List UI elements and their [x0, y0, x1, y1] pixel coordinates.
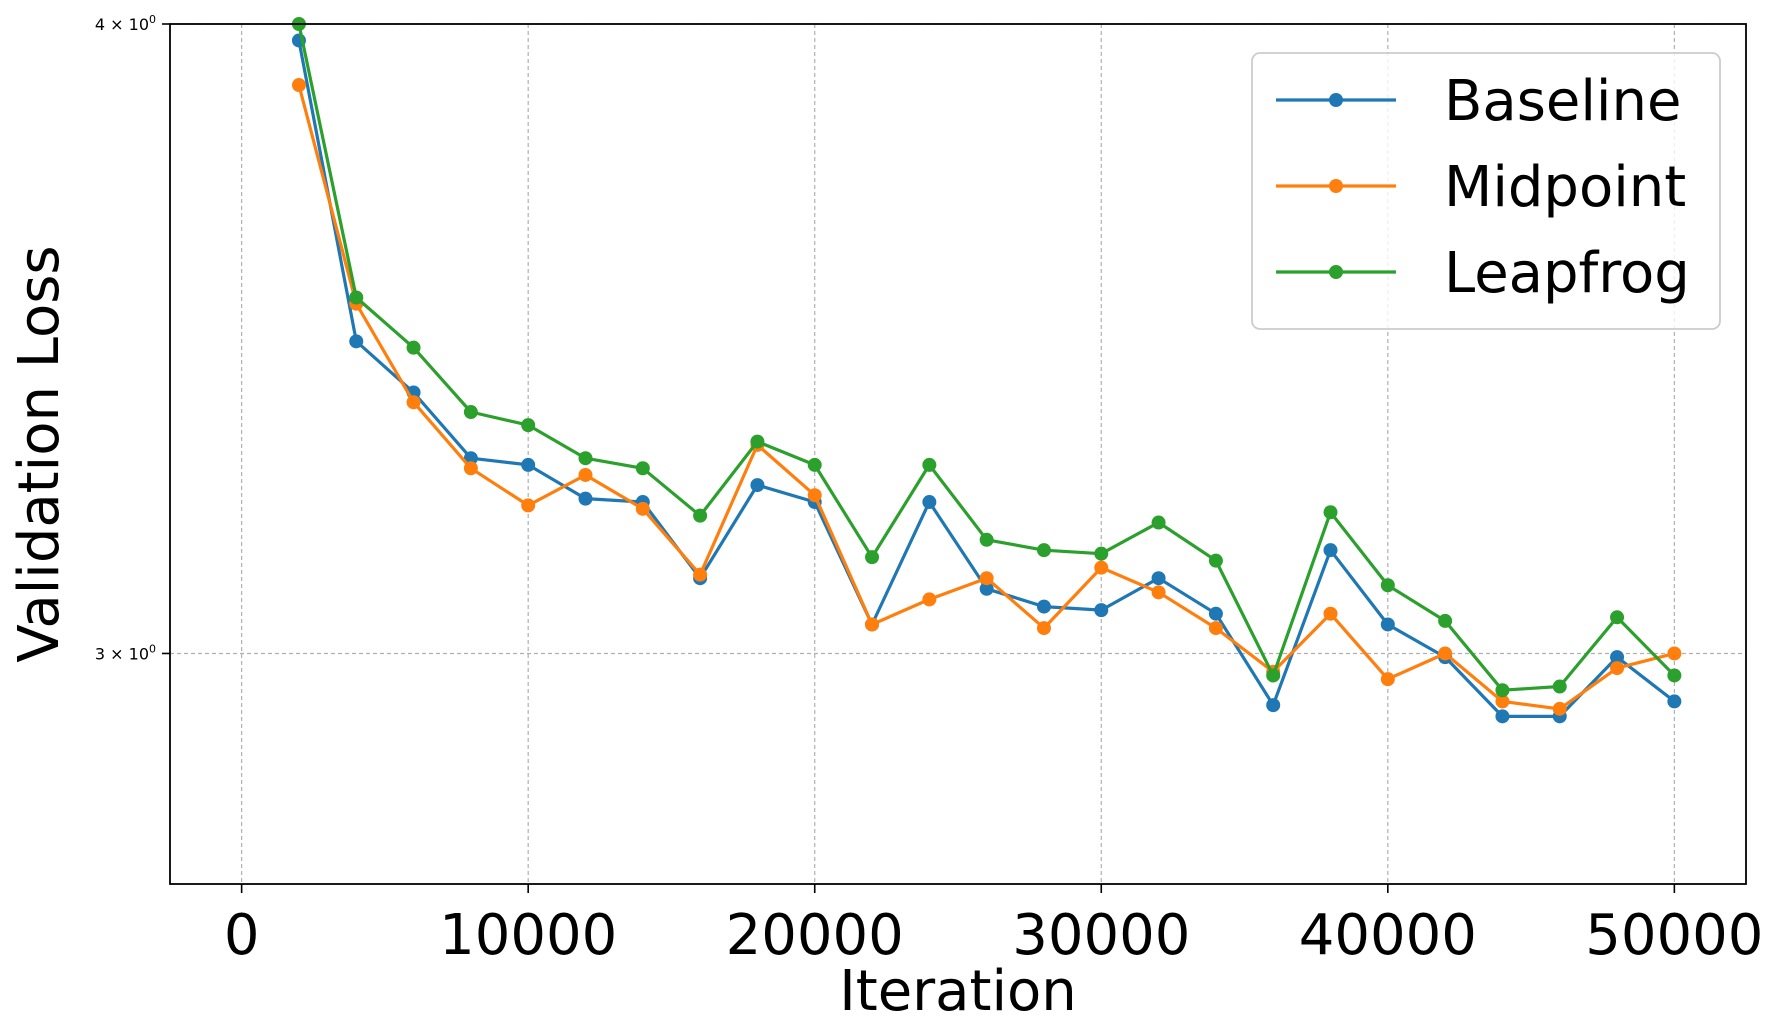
x-tick-label: 0	[224, 903, 260, 968]
plot-frame	[169, 23, 1747, 885]
data-point	[1610, 650, 1625, 665]
data-point	[807, 488, 822, 503]
data-point	[1495, 694, 1510, 709]
data-point	[979, 581, 994, 596]
data-point	[1094, 560, 1109, 575]
data-point	[1323, 606, 1338, 621]
data-point	[1036, 543, 1051, 558]
data-point	[521, 498, 536, 513]
legend-marker	[1329, 93, 1343, 107]
data-point	[463, 451, 478, 466]
data-point	[922, 495, 937, 510]
x-axis-label: Iteration	[839, 959, 1077, 1024]
data-point	[463, 405, 478, 420]
x-tick-label: 10000	[439, 903, 617, 968]
data-point	[1380, 672, 1395, 687]
data-point	[578, 467, 593, 482]
data-point	[979, 571, 994, 586]
data-point	[578, 451, 593, 466]
y-tick-label: 4 × 100	[95, 13, 156, 34]
data-point	[1552, 679, 1567, 694]
data-point	[1094, 603, 1109, 618]
series-layer	[291, 17, 1682, 724]
data-point	[1495, 683, 1510, 698]
data-point	[750, 478, 765, 493]
data-point	[922, 592, 937, 607]
data-point	[693, 508, 708, 523]
data-point	[635, 461, 650, 476]
data-point	[1323, 543, 1338, 558]
legend-item-leapfrog: Leapfrog	[1276, 241, 1690, 306]
data-point	[1151, 515, 1166, 530]
legend-label: Baseline	[1444, 69, 1681, 134]
data-point	[463, 461, 478, 476]
y-axis-label: Validation Loss	[7, 245, 72, 662]
legend-item-baseline: Baseline	[1276, 69, 1681, 134]
y-axis: 3 × 100 4 × 100	[95, 13, 170, 663]
y-tick-label: 3 × 100	[95, 642, 156, 663]
x-tick-label: 20000	[726, 903, 904, 968]
data-point	[1036, 599, 1051, 614]
data-point	[1667, 694, 1682, 709]
legend-box	[1251, 52, 1721, 330]
data-point	[1208, 606, 1223, 621]
data-point	[693, 567, 708, 582]
legend-label: Midpoint	[1444, 155, 1686, 220]
data-point	[1266, 698, 1281, 713]
data-point	[1667, 668, 1682, 683]
data-point	[1151, 571, 1166, 586]
data-point	[922, 457, 937, 472]
data-point	[1438, 613, 1453, 628]
legend-item-midpoint: Midpoint	[1276, 155, 1686, 220]
data-point	[865, 617, 880, 632]
data-point	[865, 550, 880, 565]
data-point	[1610, 610, 1625, 625]
data-point	[1094, 546, 1109, 561]
data-point	[635, 501, 650, 516]
data-point	[406, 395, 421, 410]
data-point	[349, 334, 364, 349]
data-point	[1266, 668, 1281, 683]
legend-label: Leapfrog	[1444, 241, 1690, 306]
x-axis: 0 10000 20000 30000 40000 50000	[224, 884, 1763, 968]
legend: Baseline Midpoint Leapfrog	[1251, 52, 1721, 330]
data-point	[1380, 578, 1395, 593]
x-tick-label: 30000	[1012, 903, 1190, 968]
data-point	[1323, 505, 1338, 520]
data-point	[750, 434, 765, 449]
data-point	[1151, 585, 1166, 600]
data-point	[1667, 646, 1682, 661]
data-point	[1208, 553, 1223, 568]
data-point	[406, 340, 421, 355]
x-tick-label: 40000	[1299, 903, 1477, 968]
data-point	[291, 78, 306, 93]
data-point	[1380, 617, 1395, 632]
data-point	[1552, 701, 1567, 716]
data-point	[521, 418, 536, 433]
data-point	[1036, 621, 1051, 636]
data-point	[1208, 621, 1223, 636]
x-tick-label: 50000	[1585, 903, 1763, 968]
data-point	[807, 457, 822, 472]
data-point	[979, 532, 994, 547]
data-point	[578, 491, 593, 506]
data-point	[1438, 646, 1453, 661]
legend-marker	[1329, 265, 1343, 279]
data-point	[1495, 709, 1510, 724]
series-leapfrog	[291, 17, 1682, 698]
data-point	[521, 457, 536, 472]
legend-marker	[1329, 179, 1343, 193]
data-point	[1610, 661, 1625, 676]
data-point	[349, 290, 364, 305]
